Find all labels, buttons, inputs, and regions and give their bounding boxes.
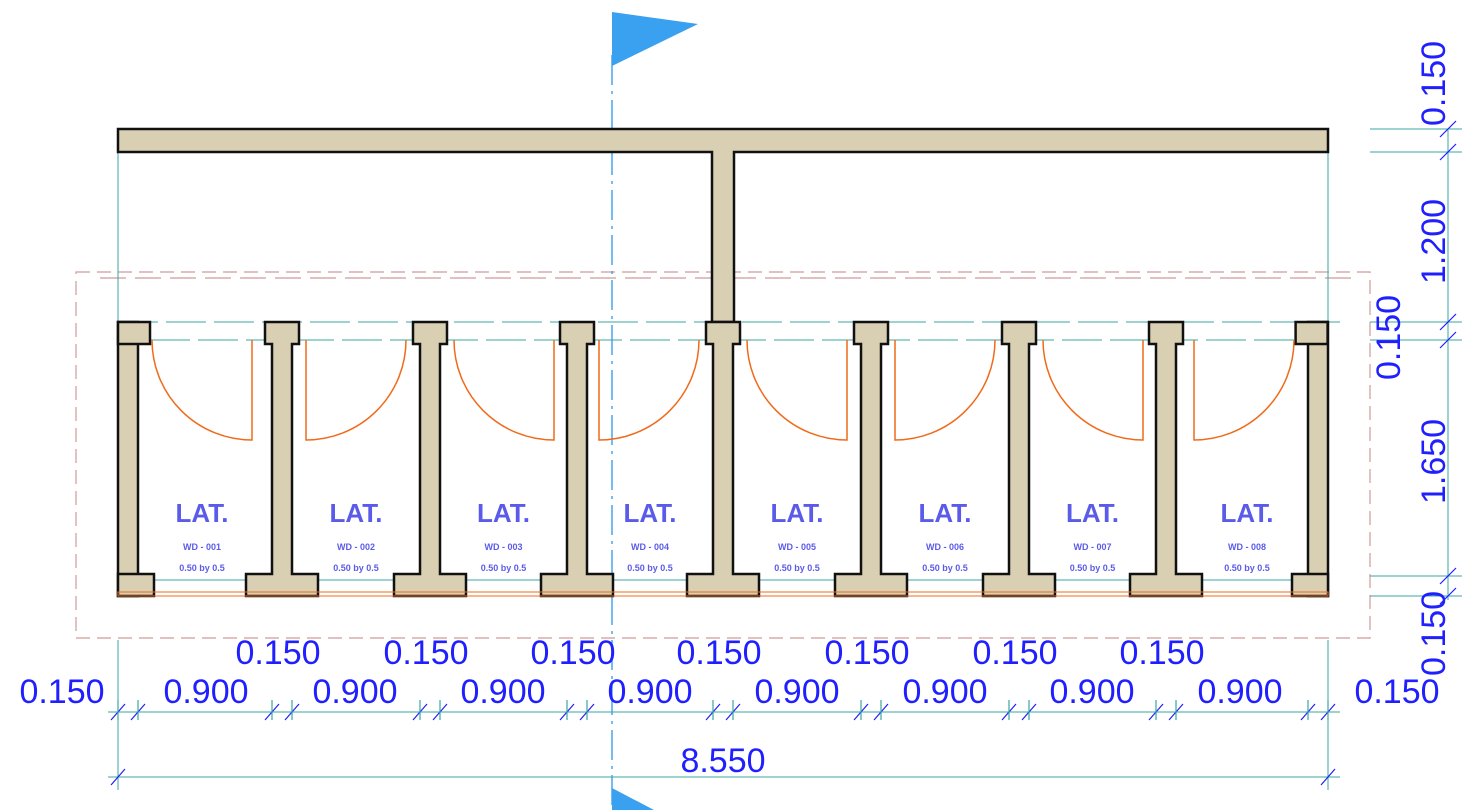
partition-wall: [981, 320, 1057, 598]
dim-vertical-4: 1.650: [1415, 419, 1453, 504]
dim-partition: 0.150: [1119, 634, 1204, 672]
wall-foot: [1290, 572, 1330, 598]
room-name: LAT.: [771, 498, 824, 528]
dim-partition: 0.150: [972, 634, 1057, 672]
section-marker-bottom-icon: [612, 788, 654, 810]
room-size: 0.50 by 0.5: [1070, 563, 1116, 573]
dim-partition: 0.150: [235, 634, 320, 672]
room-name: LAT.: [624, 498, 677, 528]
partition-walls: [116, 320, 1330, 598]
site-boundary: [75, 271, 1371, 639]
partition-wall: [244, 320, 320, 598]
room-name: LAT.: [1066, 498, 1119, 528]
dim-partition: 0.150: [383, 634, 468, 672]
door-swing: [1042, 339, 1144, 441]
door-swing: [598, 339, 700, 441]
room-code: WD - 006: [926, 542, 964, 552]
vertical-dimension-texts: 0.150 1.200 0.150 1.650 0.150: [1370, 41, 1453, 676]
dim-vertical-1: 0.150: [1415, 41, 1453, 126]
room-code: WD - 007: [1073, 542, 1111, 552]
room-code: WD - 001: [183, 542, 221, 552]
dim-tick: [110, 768, 126, 786]
room-name: LAT.: [1221, 498, 1274, 528]
dim-partition: 0.150: [676, 634, 761, 672]
dim-total: 8.550: [680, 742, 765, 780]
door-swing: [453, 339, 555, 441]
room-code: WD - 004: [631, 542, 669, 552]
dim-segment: 0.900: [1049, 673, 1134, 711]
room-labels: LAT. WD - 001 0.50 by 0.5 LAT. WD - 002 0.50 …: [176, 498, 1274, 573]
room-size: 0.50 by 0.5: [179, 563, 225, 573]
bottom-window-strip: [117, 591, 1329, 597]
partition-wall: [539, 320, 615, 598]
room-size: 0.50 by 0.5: [1224, 563, 1270, 573]
room-name: LAT.: [330, 498, 383, 528]
partition-wall: [1128, 320, 1204, 598]
dim-segment: 0.150: [19, 673, 104, 711]
horizontal-dimension-ticks: [110, 700, 1336, 786]
wall-foot: [116, 572, 156, 598]
room-size: 0.50 by 0.5: [774, 563, 820, 573]
dim-segment: 0.900: [460, 673, 545, 711]
partition-dimension-texts: 0.150 0.150 0.150 0.150 0.150 0.150 0.150: [235, 634, 1204, 672]
room-code: WD - 005: [778, 542, 816, 552]
door-swing: [305, 339, 407, 441]
dim-segment: 0.900: [1197, 673, 1282, 711]
door-swings: [151, 339, 1295, 441]
room-name: LAT.: [176, 498, 229, 528]
dim-partition: 0.150: [530, 634, 615, 672]
partition-wall: [392, 320, 468, 598]
dim-segment: 0.900: [312, 673, 397, 711]
room-size: 0.50 by 0.5: [333, 563, 379, 573]
dim-segment: 0.900: [163, 673, 248, 711]
dim-segment: 0.150: [1354, 673, 1439, 711]
room-code: WD - 003: [484, 542, 522, 552]
room-size: 0.50 by 0.5: [481, 563, 527, 573]
vertical-dimension-ticks: [1439, 120, 1457, 605]
window-strip: [117, 591, 1329, 597]
room-code: WD - 008: [1228, 542, 1266, 552]
wall-cap: [1294, 320, 1329, 346]
dim-tick: [1320, 768, 1336, 786]
door-swing: [1193, 339, 1295, 441]
room-code: WD - 002: [337, 542, 375, 552]
dim-segment: 0.900: [902, 673, 987, 711]
section-marker-top-icon: [612, 12, 698, 66]
dim-segment: 0.900: [607, 673, 692, 711]
dim-segment: 0.900: [754, 673, 839, 711]
outer-walls: [116, 320, 1330, 598]
door-swing: [151, 339, 253, 441]
vertical-dimension-lines: [1370, 128, 1462, 600]
room-size: 0.50 by 0.5: [627, 563, 673, 573]
partition-wall: [833, 320, 909, 598]
top-wall: [116, 127, 1330, 324]
dim-vertical-3: 0.150: [1370, 295, 1408, 380]
segment-dimension-texts: 0.150 0.900 0.900 0.900 0.900 0.900 0.900 0.900…: [19, 673, 1439, 711]
room-size: 0.50 by 0.5: [922, 563, 968, 573]
dim-vertical-2: 1.200: [1415, 199, 1453, 284]
door-swing: [746, 339, 848, 441]
dim-partition: 0.150: [824, 634, 909, 672]
dim-vertical-5: 0.150: [1415, 591, 1453, 676]
room-name: LAT.: [919, 498, 972, 528]
room-name: LAT.: [477, 498, 530, 528]
door-swing: [894, 339, 996, 441]
wall-cap: [116, 320, 152, 346]
partition-wall: [685, 320, 761, 598]
